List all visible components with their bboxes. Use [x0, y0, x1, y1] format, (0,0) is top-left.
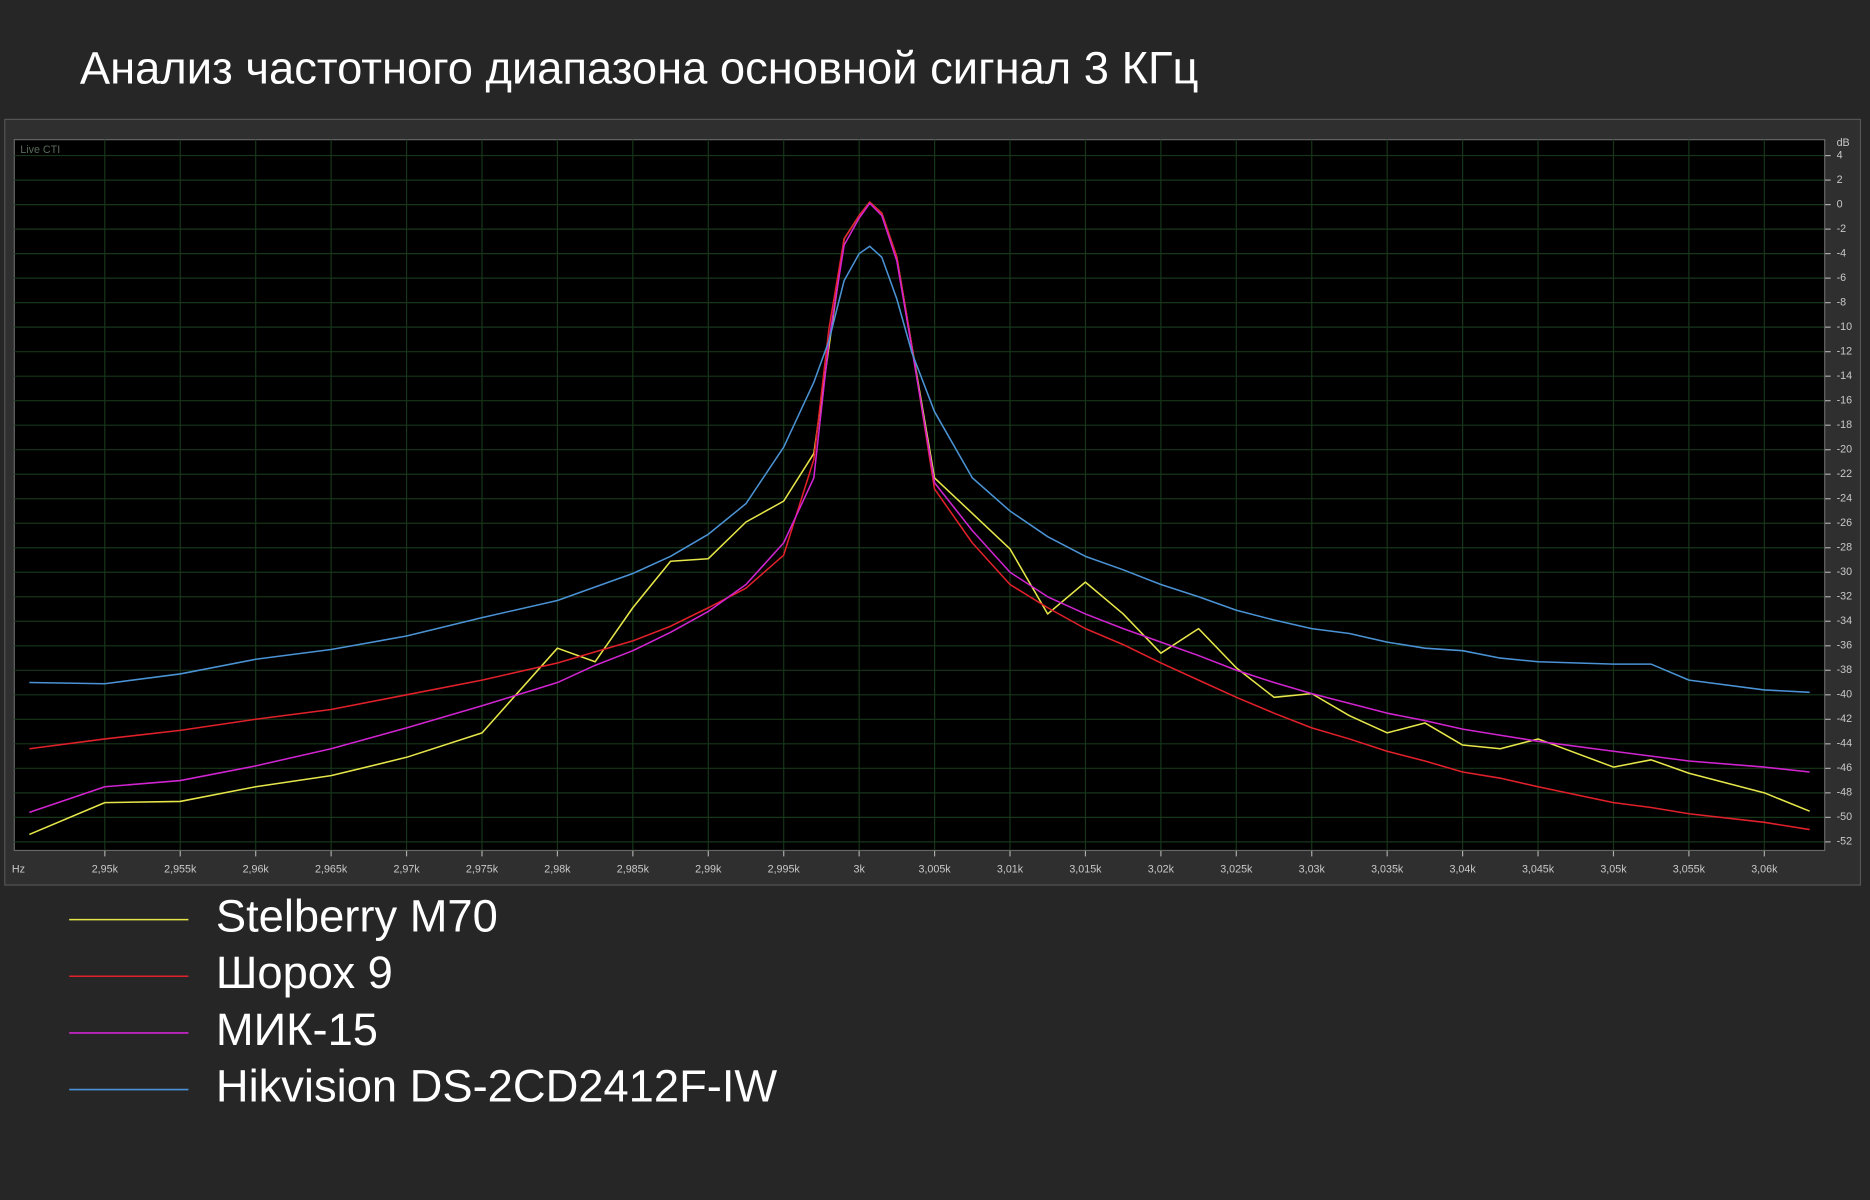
y-tick-label: -40	[1837, 689, 1853, 701]
x-tick-label: 2,955k	[164, 863, 197, 875]
y-tick-label: -20	[1837, 444, 1853, 456]
x-tick-label: 3,04k	[1449, 863, 1476, 875]
x-tick-label: 2,97k	[393, 863, 420, 875]
y-tick-label: -12	[1837, 345, 1853, 357]
x-tick-label: 2,965k	[315, 863, 348, 875]
y-axis-label: dB	[1837, 137, 1850, 149]
x-tick-label: 2,96k	[243, 863, 270, 875]
y-tick-label: -6	[1837, 272, 1847, 284]
plot-area	[13, 139, 1826, 852]
y-tick-label: -34	[1837, 615, 1853, 627]
y-tick-label: -46	[1837, 762, 1853, 774]
x-tick-label: 3,055k	[1673, 863, 1706, 875]
y-tick-label: -52	[1837, 836, 1853, 848]
y-tick-label: -14	[1837, 370, 1853, 382]
x-tick-label: 3,01k	[997, 863, 1024, 875]
x-tick-label: 3,06k	[1751, 863, 1778, 875]
series-line	[29, 245, 1810, 694]
legend-label: Шорох 9	[216, 947, 393, 998]
y-tick-label: -32	[1837, 591, 1853, 603]
x-tick-label: 2,98k	[544, 863, 571, 875]
y-tick-label: -30	[1837, 566, 1853, 578]
legend-label: МИК-15	[216, 1004, 378, 1055]
y-tick-label: -22	[1837, 468, 1853, 480]
y-tick-label: -50	[1837, 811, 1853, 823]
x-tick-label: 3,03k	[1299, 863, 1326, 875]
annotation: Live CTI	[20, 144, 60, 156]
y-tick-label: -4	[1837, 247, 1847, 259]
y-tick-label: -38	[1837, 664, 1853, 676]
y-tick-label: -8	[1837, 296, 1847, 308]
x-axis-label: Hz	[12, 863, 25, 875]
y-tick-label: -42	[1837, 713, 1853, 725]
y-tick-label: 4	[1837, 149, 1843, 161]
y-tick-label: -44	[1837, 738, 1853, 750]
x-tick-label: 3,05k	[1600, 863, 1627, 875]
y-tick-label: -48	[1837, 787, 1853, 799]
y-tick-label: -28	[1837, 542, 1853, 554]
series-line	[29, 202, 1810, 814]
grid: 2,95k 2,955k 2,96k 2,965k 2,97k 2,975k 2,98k 2,…	[14, 139, 1853, 875]
y-tick-label: -26	[1837, 517, 1853, 529]
chart-title: Анализ частотного диапазона основной сиг…	[80, 43, 1199, 94]
y-tick-label: 0	[1837, 198, 1843, 210]
x-tick-label: 3,035k	[1371, 863, 1404, 875]
legend-label: Stelberry M70	[216, 891, 498, 942]
y-tick-label: -36	[1837, 640, 1853, 652]
x-tick-label: 2,995k	[768, 863, 801, 875]
lines	[29, 201, 1810, 836]
x-tick-label: 3,025k	[1220, 863, 1253, 875]
x-tick-label: 2,975k	[466, 863, 499, 875]
x-tick-label: 3,045k	[1522, 863, 1555, 875]
x-tick-label: 3,02k	[1148, 863, 1175, 875]
y-tick-label: -24	[1837, 493, 1853, 505]
y-tick-label: -10	[1837, 321, 1853, 333]
y-tick-label: -16	[1837, 395, 1853, 407]
x-tick-label: 2,99k	[695, 863, 722, 875]
x-tick-label: 2,95k	[92, 863, 119, 875]
legend-label: Hikvision DS-2CD2412F-IW	[216, 1061, 778, 1112]
y-tick-label: -18	[1837, 419, 1853, 431]
x-tick-label: 3,015k	[1069, 863, 1102, 875]
y-tick-label: 2	[1837, 174, 1843, 186]
y-tick-label: -2	[1837, 223, 1847, 235]
x-tick-label: 3k	[853, 863, 865, 875]
x-tick-label: 3,005k	[918, 863, 951, 875]
x-tick-label: 2,985k	[617, 863, 650, 875]
